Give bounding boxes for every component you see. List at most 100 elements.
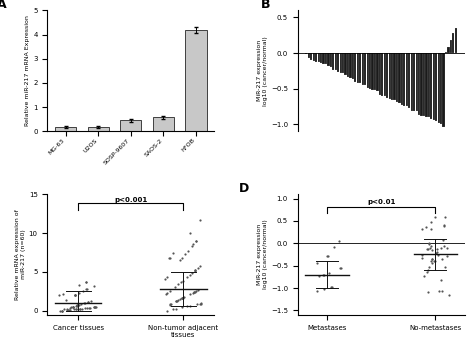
- Bar: [391, 53, 393, 100]
- Point: [324, 253, 332, 259]
- Point: [434, 252, 442, 257]
- Bar: [364, 53, 366, 85]
- Point: [425, 242, 432, 247]
- Point: [61, 307, 68, 312]
- Point: [331, 244, 338, 249]
- Point: [84, 299, 91, 305]
- Point: [188, 243, 196, 248]
- Point: [72, 292, 79, 298]
- Point: [324, 254, 331, 259]
- Bar: [381, 53, 383, 96]
- Point: [427, 226, 435, 232]
- Point: [184, 248, 191, 254]
- Point: [166, 302, 173, 307]
- Y-axis label: Relative mRNA expression of
miR-217 (n=60): Relative mRNA expression of miR-217 (n=6…: [15, 209, 26, 300]
- Point: [177, 257, 184, 263]
- Point: [443, 245, 451, 251]
- Point: [337, 265, 345, 271]
- Point: [428, 247, 436, 253]
- Point: [433, 249, 441, 255]
- Bar: [423, 53, 425, 117]
- Bar: [347, 53, 349, 77]
- Point: [423, 269, 430, 275]
- Point: [320, 286, 328, 292]
- Bar: [383, 53, 386, 97]
- Point: [428, 256, 435, 262]
- Point: [75, 290, 83, 296]
- Text: B: B: [261, 0, 271, 11]
- Point: [173, 306, 180, 311]
- Point: [91, 304, 98, 310]
- Bar: [425, 53, 428, 117]
- Point: [188, 270, 195, 276]
- Point: [65, 307, 73, 313]
- Bar: [452, 33, 455, 53]
- Bar: [335, 53, 337, 70]
- Point: [82, 279, 90, 284]
- Point: [74, 306, 82, 312]
- Point: [90, 304, 98, 310]
- Point: [76, 306, 83, 312]
- Bar: [55, 127, 76, 131]
- Point: [434, 246, 441, 252]
- Point: [427, 258, 434, 264]
- Point: [59, 291, 66, 296]
- Point: [422, 224, 429, 230]
- Point: [336, 265, 344, 271]
- Point: [313, 261, 320, 266]
- Point: [197, 301, 204, 306]
- Point: [75, 282, 83, 288]
- Point: [82, 286, 90, 292]
- Point: [428, 219, 435, 225]
- Point: [166, 302, 173, 307]
- Point: [73, 303, 81, 308]
- Point: [76, 306, 84, 312]
- Point: [90, 283, 97, 288]
- Point: [328, 284, 335, 289]
- Point: [438, 257, 446, 262]
- Point: [196, 263, 204, 269]
- Point: [87, 298, 95, 304]
- Point: [420, 274, 428, 279]
- Text: A: A: [0, 0, 7, 11]
- Bar: [153, 117, 174, 131]
- Point: [197, 301, 205, 306]
- Point: [73, 303, 81, 308]
- Point: [191, 268, 199, 273]
- Bar: [339, 53, 342, 73]
- Point: [71, 292, 79, 298]
- Point: [441, 265, 448, 270]
- Bar: [389, 53, 391, 99]
- Bar: [408, 53, 410, 108]
- Bar: [120, 120, 141, 131]
- Bar: [330, 53, 332, 67]
- Point: [192, 238, 200, 244]
- Point: [67, 304, 75, 310]
- Point: [320, 272, 328, 277]
- Point: [314, 288, 321, 294]
- Point: [66, 305, 73, 310]
- Point: [80, 301, 88, 306]
- Point: [77, 301, 85, 307]
- Point: [72, 292, 79, 298]
- Point: [194, 265, 201, 271]
- Bar: [342, 53, 344, 73]
- Bar: [332, 53, 335, 70]
- Point: [85, 305, 92, 311]
- Point: [58, 308, 66, 313]
- Point: [90, 304, 98, 310]
- Point: [56, 308, 64, 313]
- Point: [163, 274, 171, 280]
- Bar: [455, 28, 457, 53]
- Point: [427, 243, 435, 248]
- Bar: [349, 53, 352, 78]
- Point: [191, 289, 199, 294]
- Bar: [372, 53, 374, 90]
- Bar: [413, 53, 415, 111]
- Point: [162, 291, 170, 297]
- Point: [74, 306, 82, 312]
- Point: [435, 288, 443, 293]
- Bar: [366, 53, 369, 88]
- Point: [71, 292, 79, 298]
- Point: [194, 287, 202, 292]
